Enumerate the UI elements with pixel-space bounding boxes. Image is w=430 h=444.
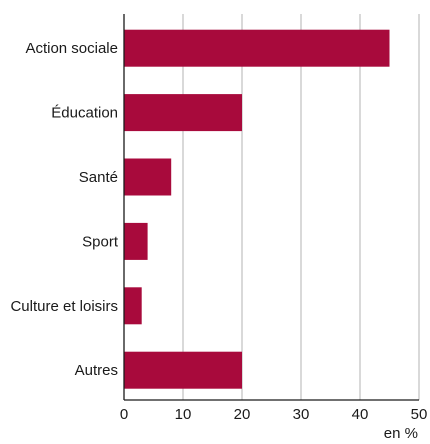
x-tick-label-0: 0 [120, 406, 128, 423]
grid-lines [182, 14, 420, 400]
x-tick-labels: 0 10 20 30 40 50 [120, 406, 428, 423]
x-tick-label-10: 10 [175, 406, 192, 423]
category-label-0: Action sociale [25, 40, 118, 57]
category-label-4: Culture et loisirs [10, 298, 118, 315]
category-label-5: Autres [75, 362, 118, 379]
category-label-1: Éducation [51, 105, 118, 122]
bar-5 [124, 351, 242, 389]
category-labels: Action sociale Éducation Santé Sport Culture… [10, 40, 118, 379]
x-tick-label-30: 30 [293, 406, 310, 423]
bars [124, 29, 390, 389]
category-label-3: Sport [82, 233, 119, 250]
axes [123, 14, 419, 401]
bar-2 [124, 158, 172, 196]
x-tick-label-40: 40 [352, 406, 369, 423]
category-label-2: Santé [79, 169, 118, 186]
x-tick-label-20: 20 [234, 406, 251, 423]
bar-0 [124, 29, 390, 67]
x-tick-label-50: 50 [411, 406, 428, 423]
x-unit-label: en % [384, 425, 418, 442]
bar-1 [124, 94, 242, 132]
bar-4 [124, 287, 142, 325]
bar-3 [124, 222, 148, 260]
